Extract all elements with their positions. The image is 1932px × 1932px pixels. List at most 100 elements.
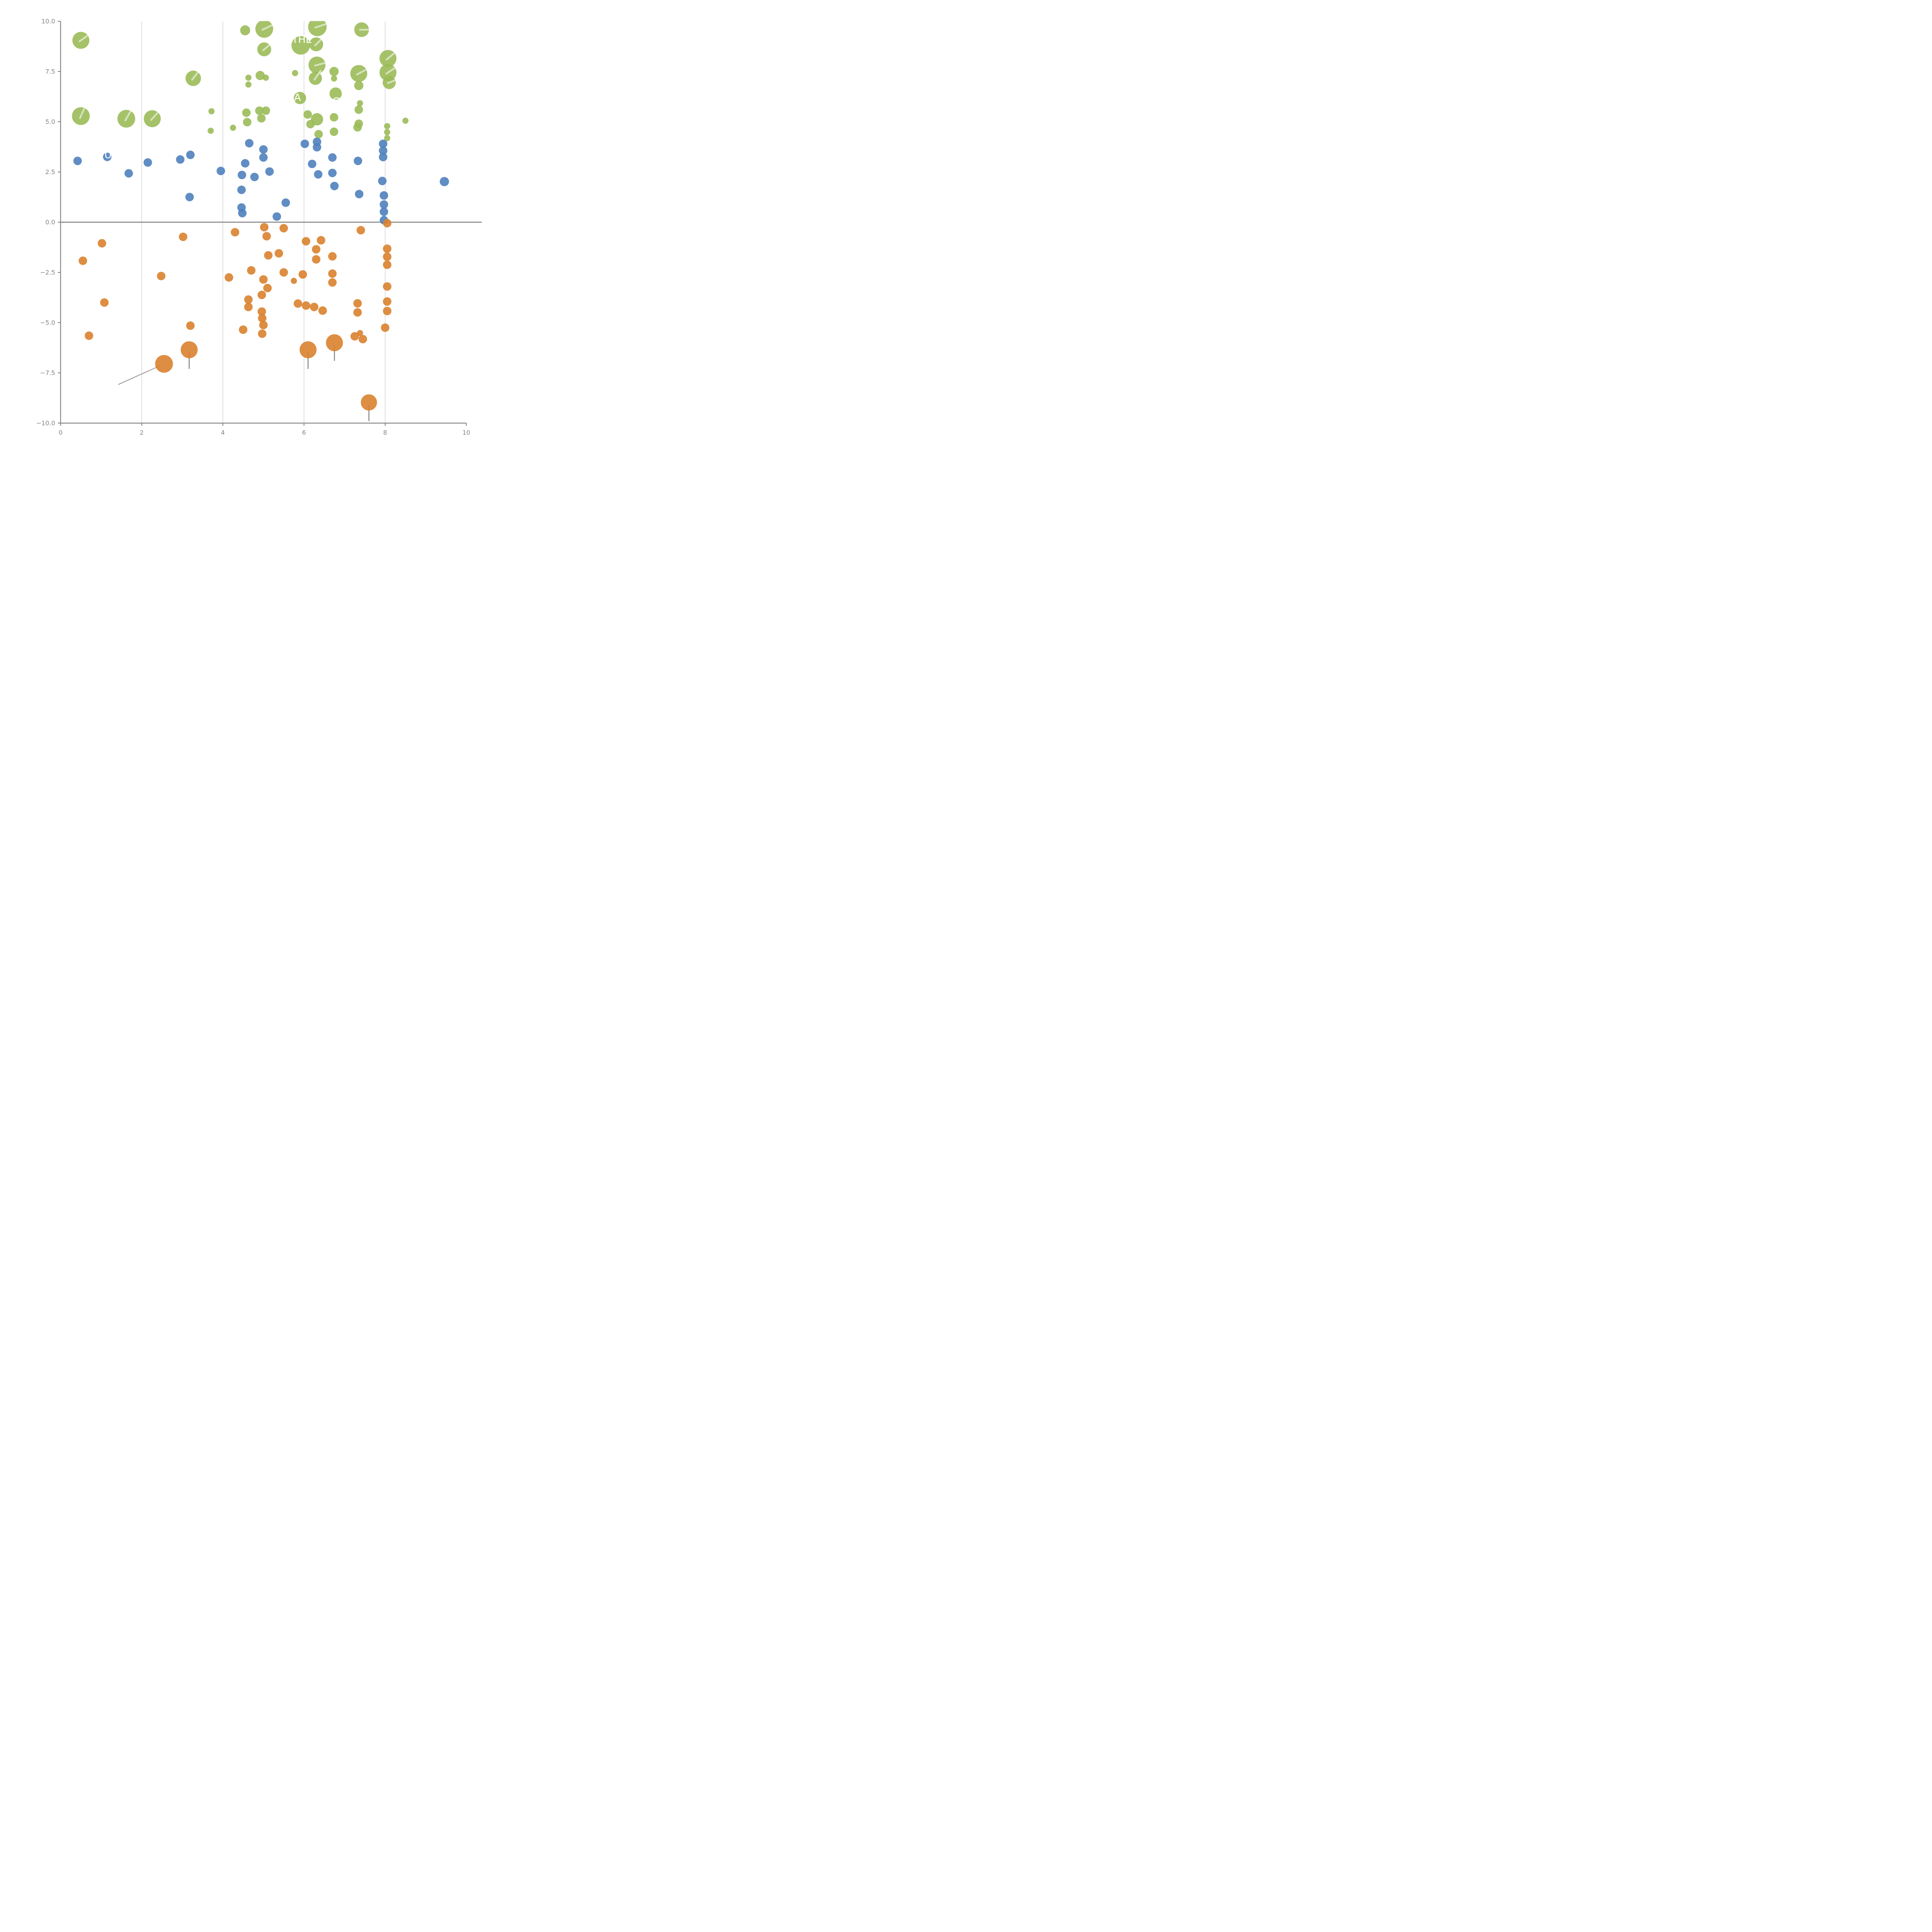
white-text-fragment-2: G [332, 95, 341, 109]
data-point-orange [239, 325, 248, 334]
data-point-blue [314, 170, 323, 179]
data-point-orange [180, 341, 198, 359]
y-tick-label-6: −5.0 [40, 319, 55, 327]
data-point-orange [350, 332, 359, 341]
data-point-green [243, 118, 252, 127]
data-point-green [291, 36, 310, 55]
marker-layer: THE A G U [72, 21, 449, 421]
data-point-green [314, 130, 323, 139]
data-point-orange [244, 303, 253, 311]
data-point-blue [440, 177, 449, 186]
white-text-fragment-0: THE [292, 34, 312, 46]
data-point-orange [312, 245, 321, 254]
x-tick-label-3: 6 [302, 429, 306, 436]
data-point-green [384, 123, 390, 129]
data-point-orange [383, 306, 391, 315]
data-point-green [292, 70, 298, 77]
data-point-green [330, 113, 338, 122]
data-point-blue [245, 139, 253, 148]
data-point-blue [238, 209, 247, 218]
bubble-highlight-1 [261, 23, 276, 31]
data-point-green [255, 106, 264, 115]
data-point-orange [383, 219, 391, 228]
data-point-blue [259, 153, 268, 162]
data-point-orange [302, 237, 310, 246]
data-point-blue [379, 153, 388, 162]
data-point-green [240, 25, 250, 36]
scatter-plot-svg: 10.0 7.5 5.0 2.5 0.0 −2.5 −5.0 −7.5 −10.0 0 2 4 6 8 10… [36, 18, 482, 436]
data-point-green [242, 108, 251, 117]
data-point-orange [274, 249, 283, 258]
bubble-highlight-8 [150, 110, 160, 121]
y-tick-label-1: 7.5 [45, 68, 55, 75]
data-point-blue [186, 150, 195, 159]
data-point-blue [143, 158, 152, 167]
data-point-blue [250, 173, 259, 181]
data-point-orange [155, 355, 173, 373]
data-point-blue [238, 170, 247, 179]
bubble-highlight-5 [314, 37, 324, 47]
data-point-blue [379, 139, 388, 148]
data-point-orange [310, 303, 318, 311]
data-point-orange [316, 236, 325, 245]
data-point-orange [291, 277, 297, 284]
x-tick-label-5: 10 [463, 429, 470, 436]
data-point-green [354, 105, 363, 114]
data-point-green [384, 135, 390, 141]
data-point-green [357, 100, 363, 107]
data-point-blue [300, 139, 309, 148]
data-point-blue [379, 200, 388, 209]
data-point-orange [100, 298, 109, 307]
data-point-green [331, 75, 337, 82]
figure: 10.0 7.5 5.0 2.5 0.0 −2.5 −5.0 −7.5 −10.0 0 2 4 6 8 10… [0, 0, 483, 483]
data-point-orange [279, 224, 288, 233]
data-point-orange [383, 244, 391, 253]
data-point-green [245, 75, 252, 81]
bubble-highlight-6 [79, 104, 87, 119]
x-tick-label-1: 2 [140, 429, 144, 436]
data-point-green [353, 123, 362, 132]
white-text-fragment-3: U [104, 150, 112, 161]
data-point-blue [379, 146, 388, 155]
y-tick-label-7: −7.5 [40, 369, 55, 377]
bubble-highlight-0 [78, 34, 90, 43]
data-point-green [303, 110, 312, 119]
data-point-blue [241, 159, 250, 168]
y-tick-label-2: 5.0 [45, 118, 55, 126]
bubble-highlight-10 [314, 61, 330, 67]
data-point-green [208, 108, 215, 114]
data-point-blue [124, 169, 133, 178]
data-point-green [384, 129, 390, 136]
data-point-orange [383, 252, 391, 261]
data-point-green [306, 120, 315, 129]
data-point-orange [259, 275, 268, 284]
data-point-orange [231, 228, 240, 236]
data-point-green [329, 67, 339, 76]
data-point-orange [264, 251, 273, 260]
data-point-blue [379, 207, 388, 216]
bubble-highlight-4 [262, 43, 272, 51]
bubble-highlight-14 [385, 65, 398, 75]
data-point-orange [383, 260, 391, 269]
data-point-green [330, 128, 338, 136]
y-tick-label-0: 10.0 [41, 18, 55, 25]
data-point-green [263, 75, 269, 81]
data-point-orange [258, 329, 267, 338]
leader-line [118, 365, 162, 385]
data-point-orange [359, 335, 367, 344]
bubble-highlight-13 [385, 50, 398, 61]
data-point-orange [353, 299, 362, 308]
y-tick-label-5: −2.5 [40, 269, 55, 276]
data-point-orange [78, 256, 87, 265]
data-point-green [329, 87, 342, 100]
data-point-orange [312, 255, 321, 264]
data-point-blue [328, 153, 337, 162]
data-point-orange [328, 278, 337, 287]
data-point-orange [328, 252, 337, 261]
data-point-orange [326, 334, 343, 351]
x-tick-label-0: 0 [59, 429, 63, 436]
data-point-blue [216, 167, 225, 175]
data-point-orange [97, 239, 106, 248]
y-tick-label-4: 0.0 [45, 219, 55, 226]
data-point-blue [237, 185, 246, 194]
